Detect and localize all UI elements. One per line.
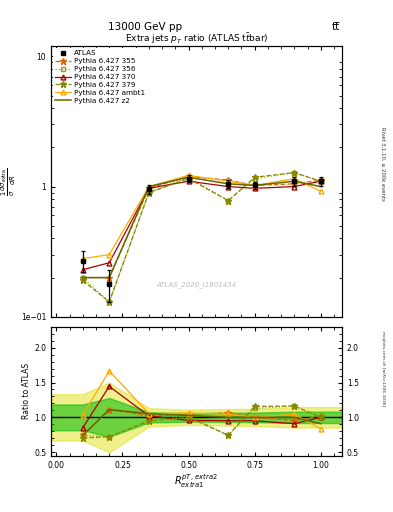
Line: Pythia 6.427 355: Pythia 6.427 355: [79, 173, 324, 281]
Pythia 6.427 355: [186, 173, 191, 179]
Pythia 6.427 355: [318, 177, 323, 183]
Pythia 6.427 370: [107, 260, 112, 266]
Text: 13000 GeV pp: 13000 GeV pp: [108, 22, 182, 32]
Pythia 6.427 355: [252, 182, 257, 188]
Pythia 6.427 356: [226, 198, 231, 204]
Pythia 6.427 z2: [226, 181, 231, 187]
Pythia 6.427 ambt1: [147, 183, 151, 189]
Pythia 6.427 ambt1: [292, 176, 297, 182]
Pythia 6.427 370: [292, 183, 297, 189]
Pythia 6.427 355: [107, 274, 112, 281]
Pythia 6.427 370: [252, 185, 257, 191]
Pythia 6.427 z2: [318, 183, 323, 189]
Pythia 6.427 370: [318, 178, 323, 184]
Pythia 6.427 379: [318, 178, 323, 184]
Pythia 6.427 379: [81, 278, 85, 284]
Pythia 6.427 ambt1: [226, 178, 231, 184]
Pythia 6.427 355: [81, 274, 85, 281]
Text: Rivet 3.1.10, ≥ 200k events: Rivet 3.1.10, ≥ 200k events: [381, 127, 386, 201]
Pythia 6.427 370: [186, 178, 191, 184]
Pythia 6.427 ambt1: [252, 182, 257, 188]
Pythia 6.427 356: [292, 169, 297, 176]
Line: Pythia 6.427 356: Pythia 6.427 356: [81, 170, 323, 304]
Pythia 6.427 ambt1: [318, 188, 323, 195]
Pythia 6.427 356: [147, 189, 151, 196]
Pythia 6.427 356: [318, 178, 323, 184]
Text: mcplots.cern.ch [arXiv:1306.3436]: mcplots.cern.ch [arXiv:1306.3436]: [381, 331, 385, 406]
Pythia 6.427 379: [147, 189, 151, 196]
Pythia 6.427 355: [147, 185, 151, 191]
Line: Pythia 6.427 ambt1: Pythia 6.427 ambt1: [81, 173, 323, 261]
Pythia 6.427 370: [226, 183, 231, 189]
Pythia 6.427 ambt1: [186, 172, 191, 178]
Pythia 6.427 355: [226, 177, 231, 183]
Pythia 6.427 z2: [186, 174, 191, 180]
Line: Pythia 6.427 z2: Pythia 6.427 z2: [83, 177, 321, 278]
Pythia 6.427 356: [107, 299, 112, 305]
Pythia 6.427 379: [107, 299, 112, 305]
Text: ATLAS_2020_I1801434: ATLAS_2020_I1801434: [156, 281, 237, 288]
X-axis label: $R^{pT,\,extra2}_{extra1}$: $R^{pT,\,extra2}_{extra1}$: [174, 472, 219, 490]
Pythia 6.427 370: [147, 185, 151, 191]
Pythia 6.427 ambt1: [107, 251, 112, 258]
Pythia 6.427 z2: [147, 183, 151, 189]
Pythia 6.427 z2: [107, 274, 112, 281]
Pythia 6.427 355: [292, 181, 297, 187]
Y-axis label: $\frac{1}{\sigma}\frac{d\sigma_{\rm extra}}{dR}$: $\frac{1}{\sigma}\frac{d\sigma_{\rm extr…: [0, 167, 18, 196]
Text: tt̅: tt̅: [332, 22, 340, 32]
Pythia 6.427 370: [81, 267, 85, 273]
Line: Pythia 6.427 379: Pythia 6.427 379: [79, 169, 324, 306]
Legend: ATLAS, Pythia 6.427 355, Pythia 6.427 356, Pythia 6.427 370, Pythia 6.427 379, P: ATLAS, Pythia 6.427 355, Pythia 6.427 35…: [53, 48, 147, 106]
Pythia 6.427 379: [186, 176, 191, 182]
Pythia 6.427 z2: [252, 182, 257, 188]
Title: Extra jets $p_T$ ratio (ATLAS t$\bar{t}$bar): Extra jets $p_T$ ratio (ATLAS t$\bar{t}$…: [125, 31, 268, 46]
Pythia 6.427 356: [252, 176, 257, 182]
Pythia 6.427 379: [226, 198, 231, 204]
Pythia 6.427 356: [186, 174, 191, 180]
Pythia 6.427 z2: [292, 178, 297, 184]
Pythia 6.427 z2: [81, 274, 85, 281]
Pythia 6.427 356: [81, 274, 85, 281]
Pythia 6.427 ambt1: [81, 255, 85, 262]
Pythia 6.427 379: [292, 169, 297, 176]
Line: Pythia 6.427 370: Pythia 6.427 370: [81, 179, 323, 272]
Pythia 6.427 379: [252, 174, 257, 180]
Y-axis label: Ratio to ATLAS: Ratio to ATLAS: [22, 363, 31, 419]
